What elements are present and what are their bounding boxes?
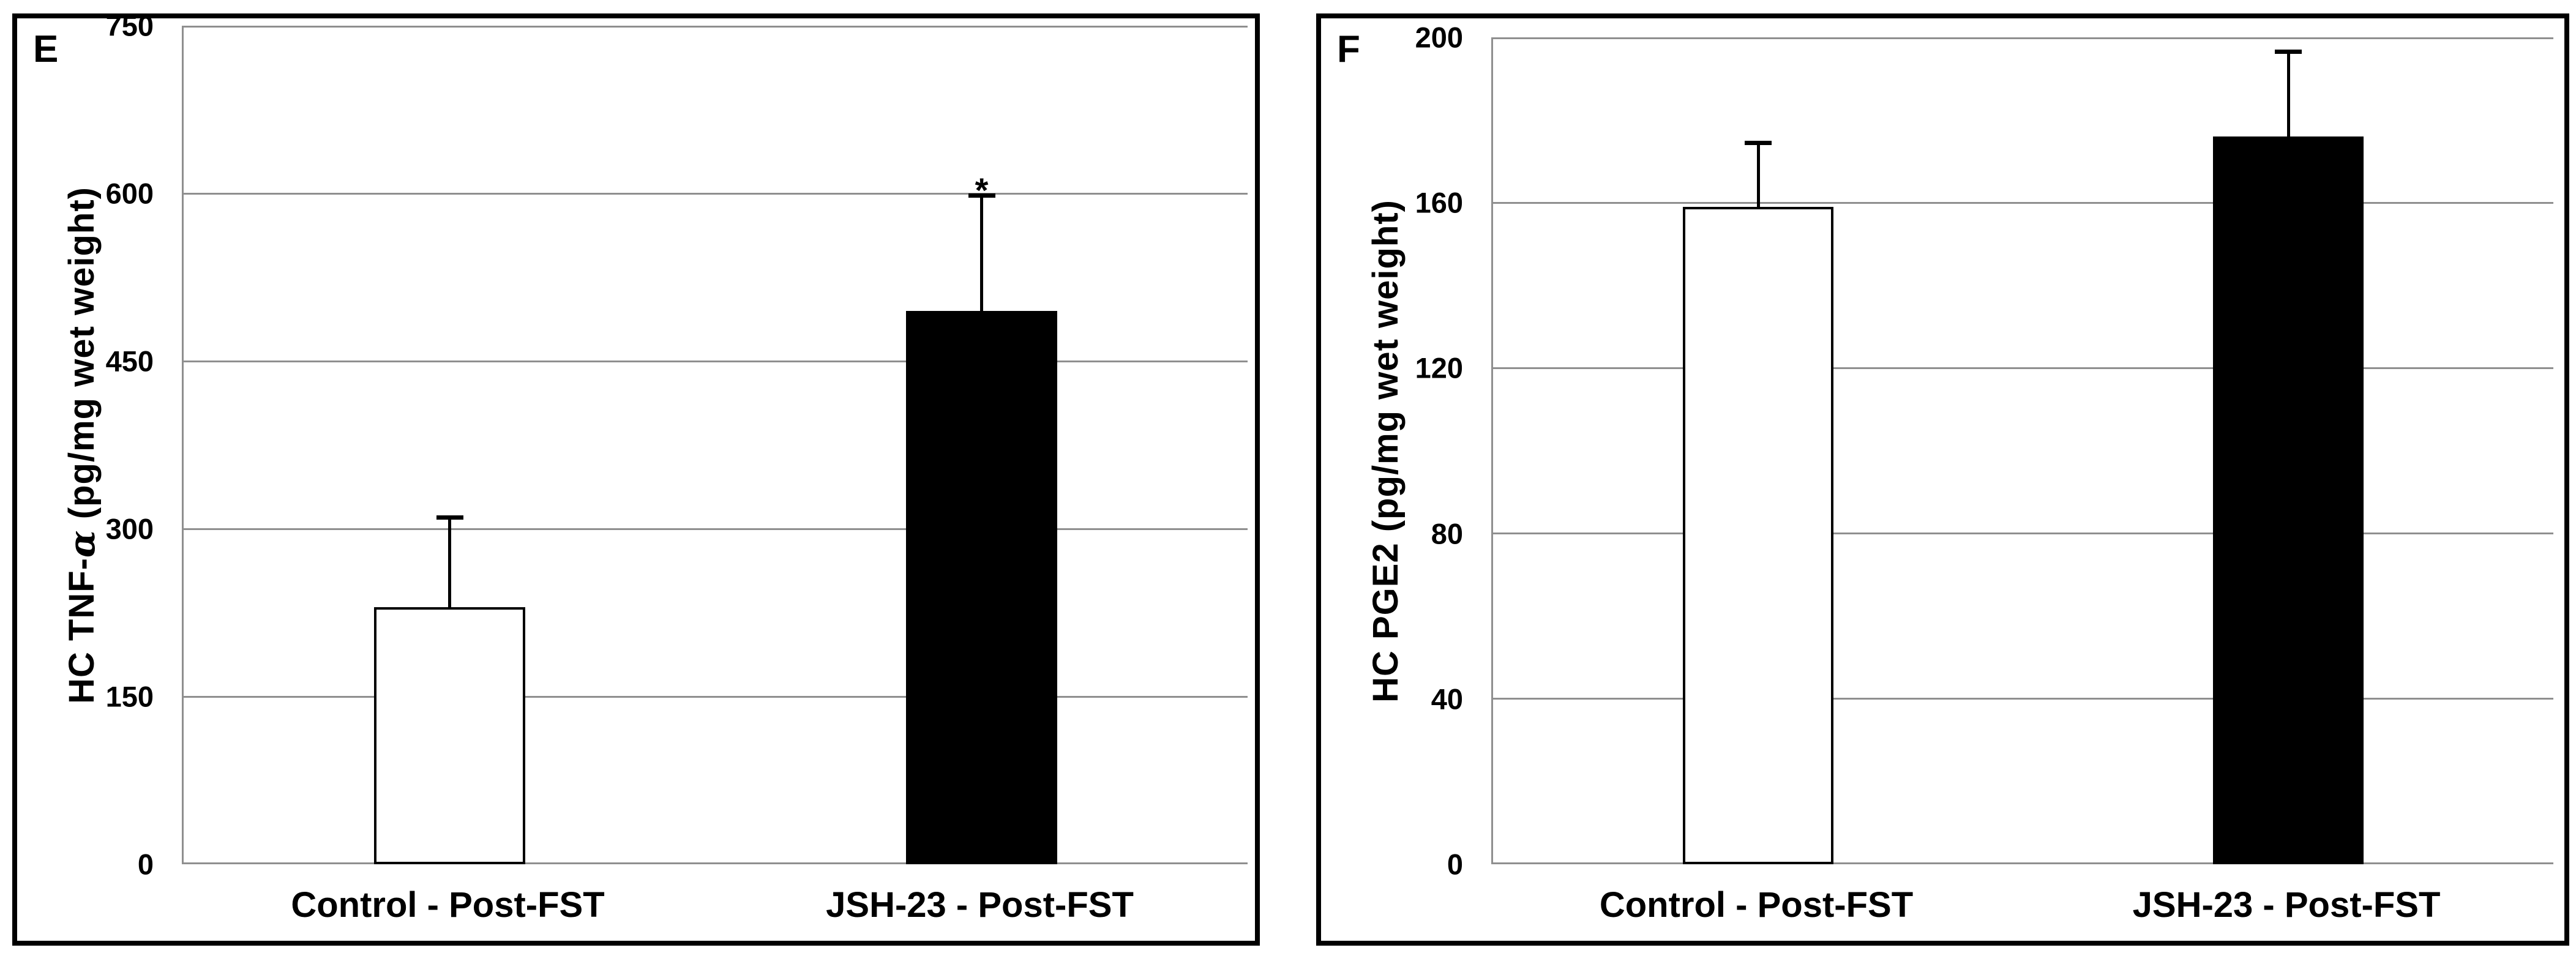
y-tick-label-120: 120	[1415, 351, 1463, 384]
panel-letter-E: E	[33, 28, 59, 70]
gridline-450	[184, 360, 1248, 362]
y-tick-label-40: 40	[1431, 682, 1463, 716]
gridline-200	[1493, 37, 2553, 39]
plot-area-F	[1491, 37, 2553, 864]
panel-E: E HC TNF-α (pg/mg wet weight) 0 150 300 450…	[12, 12, 1260, 946]
error-bar-cap	[436, 515, 463, 520]
panel-letter-F: F	[1337, 28, 1360, 70]
y-tick-label-300: 300	[105, 512, 154, 545]
y-tick-label-0: 0	[137, 848, 154, 881]
gridline-80	[1493, 533, 2553, 535]
y-tick-label-750: 750	[105, 9, 154, 42]
error-bar-line	[1756, 140, 1760, 207]
plot-area-E: *	[182, 26, 1248, 864]
y-axis-tick-labels-F: 0 40 80 120 160 200	[1359, 23, 1463, 879]
x-category-label-jsh23: JSH-23 - Post-FST	[826, 885, 1134, 925]
x-category-label-control: Control - Post-FST	[291, 885, 605, 925]
x-axis-labels-E: Control - Post-FST JSH-23 - Post-FST	[182, 878, 1246, 933]
y-axis-tick-labels-E: 0 150 300 450 600 750	[50, 12, 154, 879]
bar-control	[1683, 206, 1833, 864]
significance-asterisk: *	[975, 170, 989, 209]
y-tick-label-80: 80	[1431, 517, 1463, 550]
gridline-750	[184, 26, 1248, 28]
gridline-600	[184, 192, 1248, 195]
error-bar-line	[448, 515, 451, 607]
error-bar-cap	[1745, 140, 1772, 145]
y-tick-label-0: 0	[1447, 848, 1463, 881]
x-category-label-jsh23: JSH-23 - Post-FST	[2132, 885, 2441, 925]
x-category-label-control: Control - Post-FST	[1599, 885, 1914, 925]
gridline-300	[184, 528, 1248, 530]
y-tick-label-150: 150	[105, 680, 154, 713]
gridline-150	[184, 695, 1248, 698]
error-bar-cap	[2275, 50, 2302, 54]
panel-F: F HC PGE2 (pg/mg wet weight) 0 40 80 120 160…	[1316, 13, 2569, 946]
y-tick-label-160: 160	[1415, 186, 1463, 219]
gridline-0	[1493, 862, 2553, 864]
error-bar-cap	[968, 193, 995, 198]
y-tick-label-450: 450	[105, 345, 154, 378]
gridline-40	[1493, 698, 2553, 700]
bar-jsh23	[906, 310, 1057, 864]
error-bar-line	[2286, 50, 2290, 137]
gridline-0	[184, 862, 1248, 864]
bar-jsh23	[2213, 136, 2364, 864]
gridline-160	[1493, 201, 2553, 204]
error-bar-line	[980, 193, 983, 311]
gridline-120	[1493, 367, 2553, 369]
y-tick-label-200: 200	[1415, 21, 1463, 54]
bar-control	[374, 607, 525, 864]
x-axis-labels-F: Control - Post-FST JSH-23 - Post-FST	[1491, 878, 2552, 933]
y-tick-label-600: 600	[105, 177, 154, 210]
